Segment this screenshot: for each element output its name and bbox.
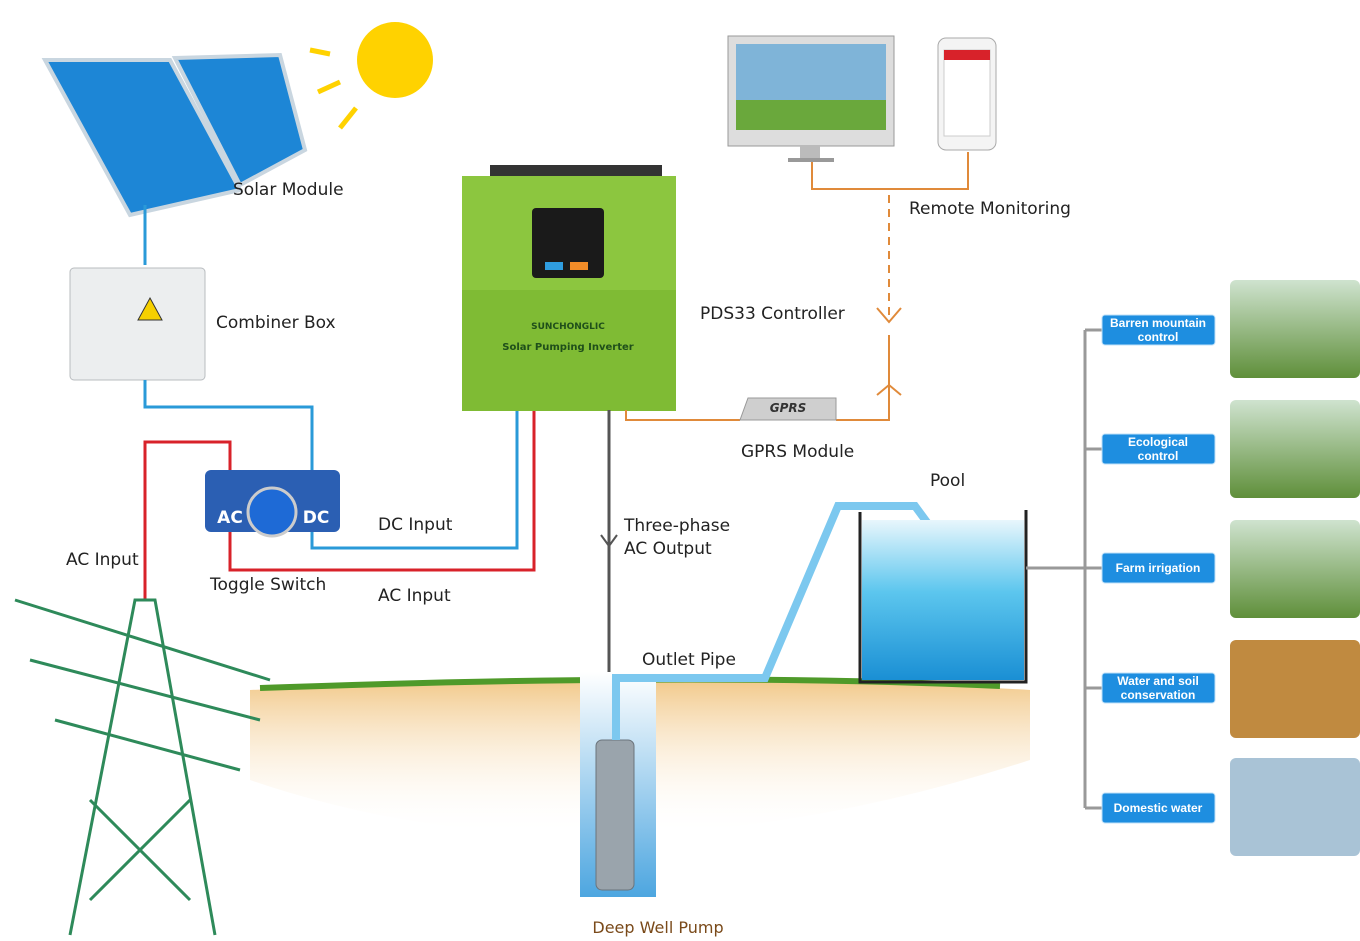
label: Toggle Switch (209, 575, 326, 595)
switch-label: DC (303, 508, 330, 528)
inverter: SUNCHONGLIC Solar Pumping Inverter (462, 165, 676, 411)
app-label: Barren mountain (1110, 316, 1206, 330)
application: Domestic water (1102, 758, 1360, 856)
app-label: control (1138, 330, 1179, 344)
pool (860, 510, 1026, 682)
app-label: control (1138, 449, 1179, 463)
app-label: Ecological (1128, 435, 1188, 449)
label: Remote Monitoring (909, 199, 1071, 219)
brand: SUNCHONGLIC (531, 322, 605, 332)
power-tower (15, 600, 270, 935)
phone (938, 38, 996, 150)
combiner-box (70, 268, 205, 380)
label: Three-phase (623, 516, 730, 536)
label: Solar Module (233, 180, 344, 200)
connector (1026, 330, 1102, 808)
inverter-label: Solar Pumping Inverter (502, 342, 634, 353)
label: Deep Well Pump (592, 918, 723, 937)
label: GPRS Module (741, 442, 854, 462)
gprs-module: GPRS (740, 398, 836, 420)
signal-line (626, 152, 968, 420)
application: Farm irrigation (1102, 520, 1360, 618)
label: PDS33 Controller (700, 304, 845, 324)
switch-label: AC (217, 508, 243, 528)
app-label: Farm irrigation (1116, 561, 1201, 575)
gprs-label: GPRS (770, 401, 807, 415)
application: Water and soil conservation (1102, 640, 1360, 738)
label: AC Input (378, 586, 451, 606)
pump (596, 740, 634, 890)
label: Pool (930, 471, 965, 491)
app-label: Water and soil (1117, 674, 1199, 688)
app-label: conservation (1121, 688, 1196, 702)
monitor (728, 36, 894, 162)
label: AC Input (66, 550, 139, 570)
label: DC Input (378, 515, 453, 535)
toggle-switch: AC DC (205, 470, 340, 536)
label: Outlet Pipe (642, 650, 736, 670)
label: Combiner Box (216, 313, 336, 333)
application: Ecological control (1102, 400, 1360, 498)
app-label: Domestic water (1114, 801, 1203, 815)
sun (310, 22, 433, 128)
diagram: Solar Module Combiner Box AC DC AC Input… (0, 0, 1360, 941)
application: Barren mountain control (1102, 280, 1360, 378)
label: AC Output (624, 539, 712, 559)
